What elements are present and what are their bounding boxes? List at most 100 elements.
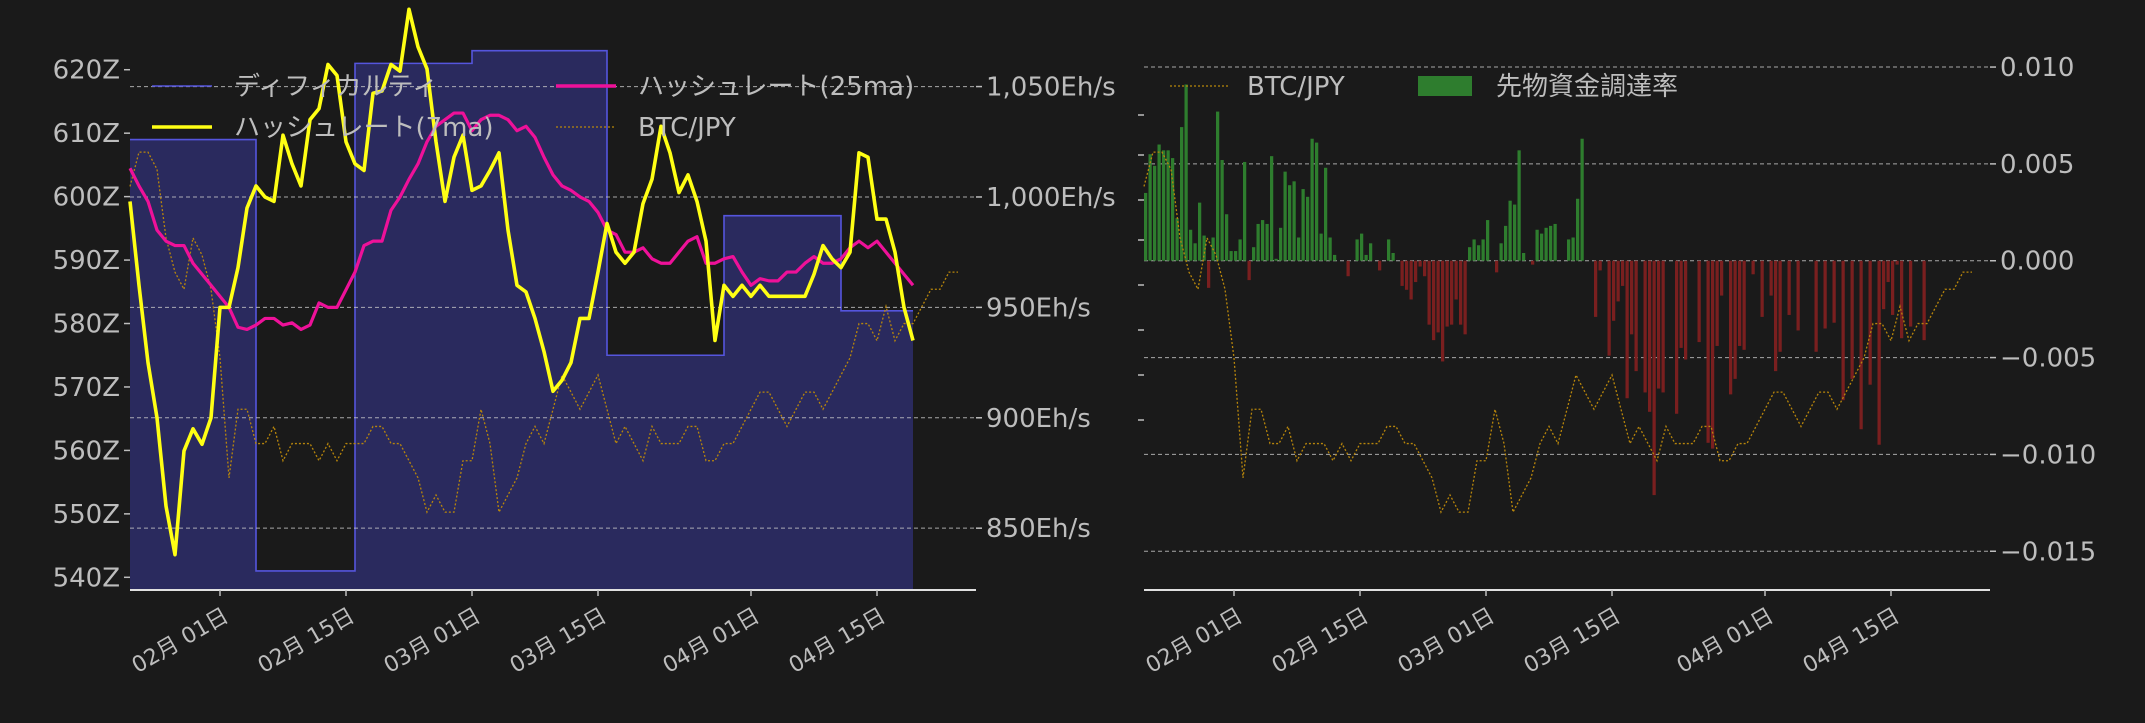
y-left-tick-label: 570Z	[53, 373, 120, 403]
funding-bar	[1751, 260, 1755, 275]
funding-bar	[1319, 233, 1323, 261]
funding-bar	[1760, 260, 1764, 317]
y-right-tick-label: −0.010	[2000, 440, 2096, 470]
funding-bar	[1684, 260, 1688, 360]
funding-bar	[1387, 239, 1391, 261]
funding-bar	[1630, 260, 1634, 335]
funding-bar	[1895, 260, 1899, 265]
funding-bar	[1715, 260, 1719, 346]
funding-bar	[1778, 260, 1782, 352]
funding-bar	[1540, 233, 1544, 261]
funding-bar	[1742, 260, 1746, 350]
funding-bar	[1841, 260, 1845, 401]
funding-bar	[1301, 189, 1305, 261]
x-tick-label: 03月 01日	[380, 604, 485, 679]
funding-bar	[1409, 260, 1413, 300]
funding-bar	[1459, 260, 1463, 325]
funding-bar	[1247, 260, 1251, 281]
funding-bar	[1171, 158, 1175, 261]
funding-bar	[1346, 260, 1350, 277]
funding-bar	[1598, 260, 1602, 271]
funding-bar	[1621, 260, 1625, 286]
funding-bar	[1706, 260, 1710, 443]
funding-bar	[1720, 260, 1724, 296]
funding-bar	[1738, 260, 1742, 346]
funding-bar	[1679, 260, 1683, 348]
funding-bar	[1315, 142, 1319, 261]
funding-bar	[1868, 260, 1872, 385]
x-tick-label: 04月 01日	[1673, 604, 1778, 679]
funding-bar	[1180, 127, 1184, 261]
y-right-tick-label: 1,050Eh/s	[986, 73, 1116, 103]
funding-bar	[1657, 260, 1661, 389]
funding-bar	[1445, 260, 1449, 327]
funding-bar	[1787, 260, 1791, 315]
funding-bar	[1234, 251, 1238, 261]
funding-bar	[1364, 254, 1368, 261]
funding-bar	[1625, 260, 1629, 399]
funding-bar	[1391, 252, 1395, 261]
funding-bar	[1774, 260, 1778, 372]
funding-bar	[1769, 260, 1773, 296]
funding-bar	[1144, 192, 1148, 261]
y-left-tick-label: 560Z	[53, 436, 120, 466]
funding-bar	[1859, 260, 1863, 430]
funding-bar	[1535, 229, 1539, 261]
funding-bar	[1328, 237, 1332, 261]
funding-bar	[1297, 237, 1301, 261]
funding-bar	[1571, 237, 1575, 261]
funding-bar	[1216, 111, 1220, 261]
funding-bar	[1441, 260, 1445, 362]
hashrate-7ma-line	[128, 7, 915, 557]
funding-bar	[1643, 260, 1647, 393]
funding-bar	[1175, 218, 1179, 261]
funding-bar	[1886, 260, 1890, 283]
funding-bar	[1486, 220, 1490, 261]
funding-bar	[1634, 260, 1638, 372]
funding-bar	[1283, 171, 1287, 261]
funding-bar	[1243, 161, 1247, 261]
funding-bar	[1814, 260, 1818, 352]
funding-bar	[1288, 185, 1292, 261]
funding-bar	[1675, 260, 1679, 414]
funding-bar	[1355, 239, 1359, 261]
legend-funding-label: 先物資金調達率	[1496, 72, 1678, 102]
funding-bar	[1225, 214, 1229, 261]
funding-bar	[1517, 150, 1521, 261]
funding-bar	[1193, 243, 1197, 261]
funding-bar	[1265, 223, 1269, 261]
x-tick-label: 02月 15日	[1268, 604, 1373, 679]
funding-bar	[1472, 239, 1476, 261]
funding-bar	[1580, 138, 1584, 261]
y-right-tick-label: 900Eh/s	[986, 404, 1091, 434]
btc-jpy-line	[129, 151, 958, 515]
funding-bar	[1184, 84, 1188, 261]
y-right-tick-label: −0.005	[2000, 344, 2096, 374]
legend-hashrate-7ma-label: ハッシュレート(7ma)	[234, 113, 494, 143]
funding-bar	[1468, 247, 1472, 261]
funding-bar	[1436, 260, 1440, 333]
btc-jpy-line	[1143, 151, 1972, 515]
funding-bar	[1567, 239, 1571, 261]
x-tick-label: 02月 01日	[128, 604, 233, 679]
funding-bar	[1900, 260, 1904, 339]
funding-bar	[1544, 227, 1548, 261]
funding-bar	[1576, 198, 1580, 261]
funding-bar	[1922, 260, 1926, 341]
legend-btc-jpy-label: BTC/JPY	[1247, 72, 1345, 102]
y-left-tick-label: 620Z	[53, 56, 120, 86]
funding-bar	[1711, 260, 1715, 449]
funding-bar	[1256, 223, 1260, 261]
legend-hashrate-25ma-label: ハッシュレート(25ma)	[638, 72, 914, 102]
funding-bar	[1531, 260, 1535, 265]
funding-bar	[1495, 260, 1499, 273]
funding-bar	[1153, 165, 1157, 261]
funding-bar	[1189, 229, 1193, 261]
funding-bar	[1369, 243, 1373, 261]
funding-bar	[1148, 154, 1152, 261]
funding-bar	[1553, 223, 1557, 261]
funding-bar	[1481, 239, 1485, 261]
funding-bar	[1733, 260, 1737, 379]
funding-bar	[1279, 227, 1283, 261]
y-left-tick-label: 540Z	[53, 563, 120, 593]
